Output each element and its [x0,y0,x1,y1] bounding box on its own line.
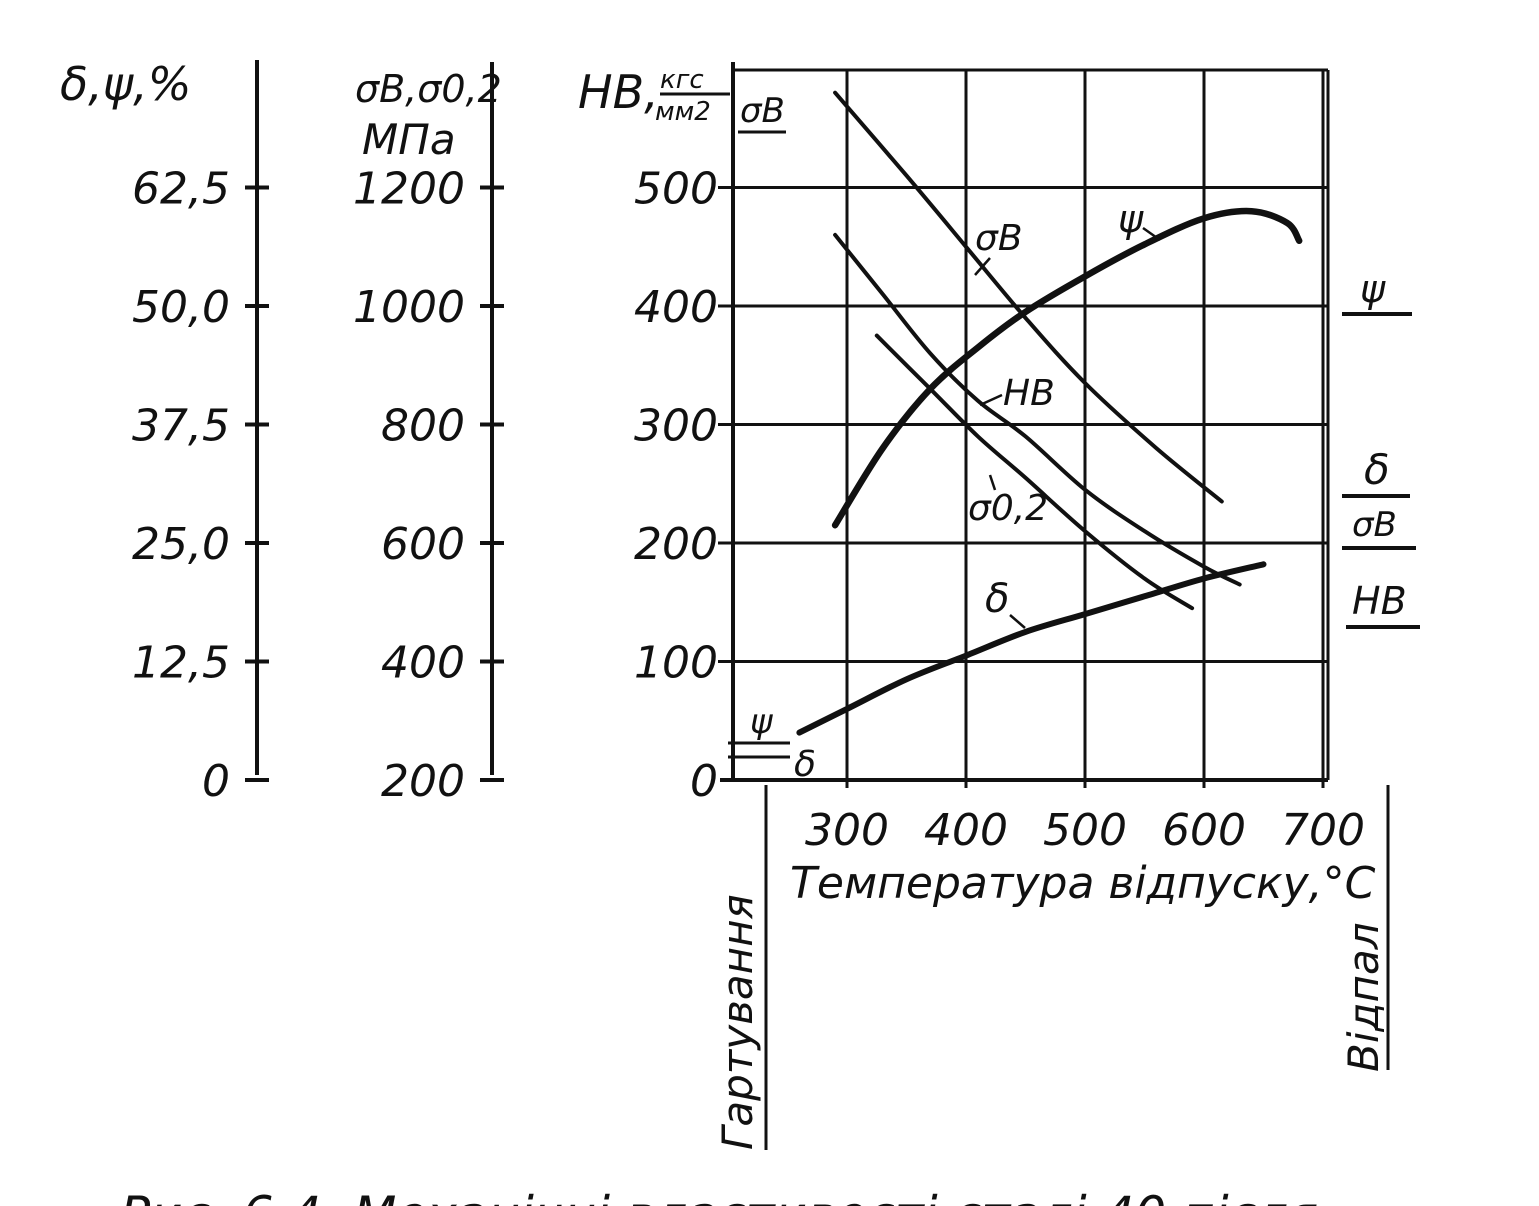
strength-tick-label: 600 [381,519,465,570]
curve-psi [831,207,1303,529]
right-legend-hb: HB [1352,579,1407,623]
curve-label-s02-leader [988,474,997,491]
anneal-label: Відпал [1339,922,1388,1072]
delta-psi-tick-label: 25,0 [132,519,230,570]
x-tick-label: 400 [924,805,1008,856]
hardness-axis: HB, кгс мм2 σB 0 100 200 300 400 500 [578,65,786,807]
strength-tick-label: 200 [381,756,465,807]
curve-label-s02: σ0,2 [968,488,1048,529]
curve-label-sb: σB [975,218,1023,259]
strength-ticks: 200 400 600 800 1000 1200 [353,164,504,807]
right-legend-psi: ψ [1360,267,1386,311]
left-legend-psi: ψ [750,702,773,742]
delta-psi-tick-label: 0 [202,756,230,807]
hardness-unit-bottom: мм2 [655,97,711,127]
left-legend: ψ δ [728,702,816,785]
delta-psi-tick-label: 12,5 [132,638,230,689]
series-curves [796,90,1303,736]
strength-tick-label: 1200 [353,164,465,215]
curve-label-sb-leader [974,257,991,276]
delta-psi-axis-label: δ,ψ,% [60,57,191,111]
strength-axis-label: σB,σ0,2 [355,67,502,111]
hardness-tick-label: 500 [634,164,718,215]
strength-tick-label: 1000 [353,282,465,333]
curve-delta [796,561,1267,736]
delta-psi-tick-label: 62,5 [132,164,230,215]
left-legend-delta: δ [794,744,816,785]
delta-psi-axis: δ,ψ,% 0 12,5 25,0 37,5 50,0 62,5 [60,57,269,807]
hardness-tick-label: 200 [634,519,718,570]
delta-psi-tick-label: 50,0 [132,282,230,333]
x-axis-label: Температура відпуску,°C [790,858,1376,909]
hardness-tick-label: 100 [634,638,718,689]
hardness-sub-label: σB [740,91,785,131]
x-tick-label: 300 [805,805,889,856]
curve-label-delta: δ [985,576,1009,622]
x-tick-labels: 300 400 500 600 700 [805,805,1365,856]
delta-psi-tick-label: 37,5 [132,401,230,452]
curve-label-hb-leader [979,393,1003,407]
curve-label-psi-leader [1142,226,1161,242]
figure-caption: Рис. 6.4. Механічні властивості сталі 40… [120,1186,1318,1206]
hardness-tick-label: 0 [690,756,718,807]
strength-tick-label: 800 [381,401,465,452]
delta-psi-ticks: 0 12,5 25,0 37,5 50,0 62,5 [132,164,269,807]
curve-label-delta-leader [1009,614,1026,629]
x-tick-label: 600 [1162,805,1246,856]
quench-label: Гартування [713,894,762,1150]
right-legend-delta: δ [1364,445,1390,494]
hardness-unit-top: кгс [660,65,704,95]
right-legend-sb: σB [1352,505,1397,545]
strength-axis: σB,σ0,2 МПа 200 400 600 800 1000 1200 [353,62,504,807]
strength-axis-unit: МПа [362,115,456,164]
hardness-axis-label: HB, [578,65,659,119]
plot-grid [718,62,1330,788]
x-tick-label: 700 [1281,805,1365,856]
curve-label-psi: ψ [1118,197,1144,241]
curve-sigma-b [833,90,1224,504]
strength-tick-label: 400 [381,638,465,689]
right-legend: ψ δ σB HB [1342,267,1420,629]
hardness-tick-label: 400 [634,282,718,333]
x-tick-label: 500 [1043,805,1127,856]
hardness-tick-label: 300 [634,401,718,452]
curve-label-hb: HB [1003,373,1055,414]
hardness-ticks: 0 100 200 300 400 500 [634,164,718,808]
curve-hb [833,232,1242,587]
